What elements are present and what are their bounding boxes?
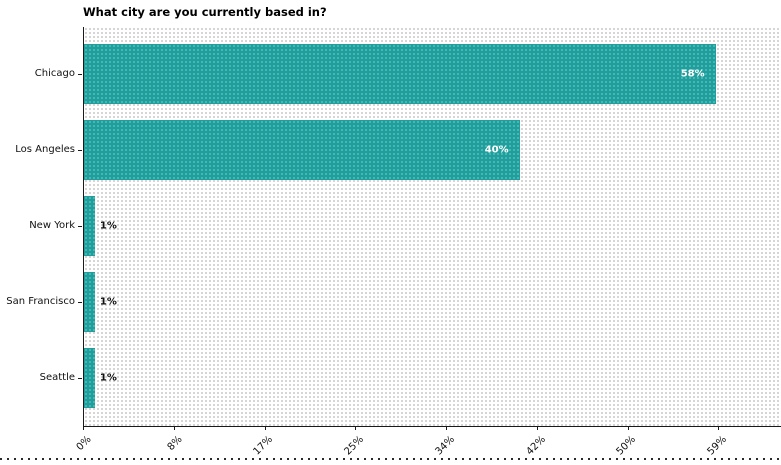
x-tick-label-text: 8% [165, 434, 185, 454]
bar-value-label-los-angeles: 40% [484, 144, 509, 156]
bar-new-york: 1% [84, 196, 117, 256]
y-tick-mark [78, 150, 82, 152]
bar-value-label-chicago: 58% [680, 68, 705, 80]
bar-value-label-new-york: 1% [99, 220, 117, 232]
y-tick-mark [78, 226, 82, 228]
x-tick-mark [355, 426, 357, 430]
y-tick-label-seattle: Seattle [39, 372, 75, 383]
bar-san-francisco: 1% [84, 272, 117, 332]
y-tick-label-los-angeles: Los Angeles [15, 144, 75, 155]
x-tick-mark [83, 426, 85, 430]
x-tick-label-text: 17% [251, 434, 276, 458]
x-tick-mark [718, 426, 720, 430]
x-tick-mark [264, 426, 266, 430]
x-tick-label-text: 34% [433, 434, 457, 458]
x-tick-mark [445, 426, 448, 430]
x-tick-mark [173, 426, 175, 430]
x-tick-label-text: 42% [524, 434, 548, 458]
plot-area: 58% 40% 1% 1% 1% [83, 27, 781, 427]
x-tick-label-text: 59% [705, 434, 730, 458]
dotted-separator [0, 458, 781, 460]
y-tick-mark [78, 302, 82, 304]
bar-value-label-seattle: 1% [99, 372, 117, 384]
x-tick-mark [536, 426, 538, 430]
bar-seattle: 1% [84, 348, 117, 408]
y-tick-label-san-francisco: San Francisco [6, 296, 75, 307]
x-tick-mark [627, 426, 629, 430]
y-tick-label-new-york: New York [29, 220, 75, 231]
y-tick-label-chicago: Chicago [34, 68, 75, 79]
y-tick-mark [78, 74, 82, 76]
bar-los-angeles: 40% [84, 120, 520, 180]
x-tick-label-text: 0% [74, 434, 94, 454]
chart-title: What city are you currently based in? [83, 5, 327, 19]
x-tick-label-text: 50% [614, 434, 639, 458]
bar-value-label-san-francisco: 1% [99, 296, 117, 308]
y-tick-mark [78, 378, 82, 380]
bar-chicago: 58% [84, 44, 716, 104]
x-tick-label-text: 25% [342, 434, 367, 458]
